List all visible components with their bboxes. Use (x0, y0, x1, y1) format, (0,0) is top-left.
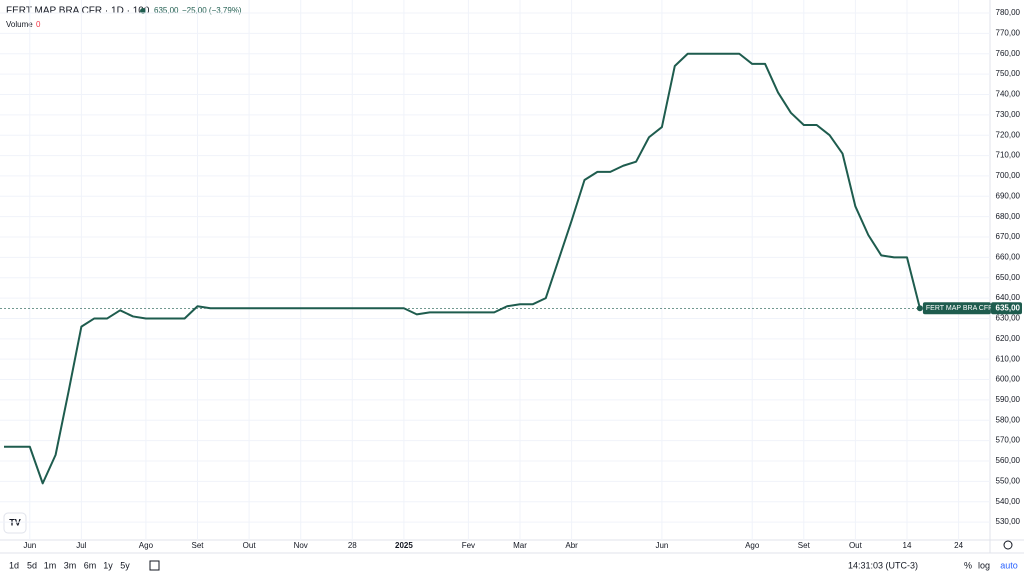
range-button[interactable]: 1d (9, 560, 19, 570)
x-tick-label: Fev (462, 541, 475, 550)
price-tag-value: 635,00 (996, 303, 1021, 312)
x-tick-label: Ago (745, 541, 760, 550)
range-button[interactable]: 1y (103, 560, 113, 570)
chart-settings[interactable] (1003, 540, 1013, 550)
volume-value: 0 (36, 20, 41, 29)
x-tick-label: Jul (76, 541, 86, 550)
y-tick-label: 600,00 (996, 375, 1021, 384)
price-tag-bg (991, 302, 1022, 315)
y-tick-label: 610,00 (996, 354, 1021, 363)
y-tick-label: 650,00 (996, 273, 1021, 282)
price-tag-bg (922, 302, 991, 315)
price-change: −25,00 (−3,79%) (182, 6, 242, 15)
y-tick-label: 540,00 (996, 497, 1021, 506)
y-tick-label: 690,00 (996, 191, 1021, 200)
y-tick-label: 570,00 (996, 436, 1021, 445)
tv-logo: TV (3, 512, 27, 534)
price-line (4, 52, 921, 485)
y-tick-label: 640,00 (996, 293, 1021, 302)
y-tick-label: 680,00 (996, 212, 1021, 221)
y-tick-label: 780,00 (996, 8, 1021, 17)
date-range-icon[interactable] (149, 560, 160, 571)
range-button[interactable]: 5d (27, 560, 37, 570)
range-button[interactable]: 1m (44, 560, 57, 570)
log-toggle[interactable]: log (978, 560, 990, 570)
last-price: 635,00 (154, 6, 179, 15)
clock: 14:31:03 (UTC-3) (848, 560, 918, 570)
x-tick-label: Out (243, 541, 257, 550)
y-tick-label: 590,00 (996, 395, 1021, 404)
y-tick-label: 550,00 (996, 476, 1021, 485)
x-tick-label: Set (191, 541, 204, 550)
x-tick-label: 14 (903, 541, 912, 550)
volume-label: Volume (6, 20, 33, 29)
y-tick-label: 660,00 (996, 252, 1021, 261)
y-tick-label: 750,00 (996, 69, 1021, 78)
x-tick-label: 2025 (395, 541, 413, 550)
y-tick-label: 630,00 (996, 314, 1021, 323)
x-tick-label: Nov (294, 541, 308, 550)
x-tick-label: 24 (954, 541, 963, 550)
auto-toggle[interactable]: auto (1000, 560, 1018, 570)
last-point (916, 305, 923, 312)
y-tick-label: 580,00 (996, 415, 1021, 424)
y-tick-label: 740,00 (996, 90, 1021, 99)
range-button[interactable]: 6m (84, 560, 97, 570)
x-tick-label: 28 (348, 541, 357, 550)
y-tick-label: 720,00 (996, 130, 1021, 139)
y-tick-label: 710,00 (996, 151, 1021, 160)
price-tag-name: FERT MAP BRA CFR (926, 305, 993, 312)
x-tick-label: Out (849, 541, 863, 550)
chart-title: FERT MAP BRA CFR · 1D · 100 (6, 6, 150, 17)
x-tick-label: Ago (139, 541, 154, 550)
percent-toggle[interactable]: % (964, 560, 972, 570)
y-tick-label: 760,00 (996, 49, 1021, 58)
x-tick-label: Set (798, 541, 811, 550)
x-tick-label: Jun (23, 541, 36, 550)
y-tick-label: 530,00 (996, 517, 1021, 526)
x-tick-label: Mar (513, 541, 527, 550)
status-dot (140, 8, 146, 14)
y-tick-label: 670,00 (996, 232, 1021, 241)
x-tick-label: Abr (565, 541, 578, 550)
y-tick-label: 730,00 (996, 110, 1021, 119)
range-button[interactable]: 5y (120, 560, 130, 570)
range-button[interactable]: 3m (64, 560, 77, 570)
y-tick-label: 770,00 (996, 29, 1021, 38)
y-tick-label: 560,00 (996, 456, 1021, 465)
y-tick-label: 620,00 (996, 334, 1021, 343)
y-tick-label: 700,00 (996, 171, 1021, 180)
x-tick-label: Jun (655, 541, 668, 550)
